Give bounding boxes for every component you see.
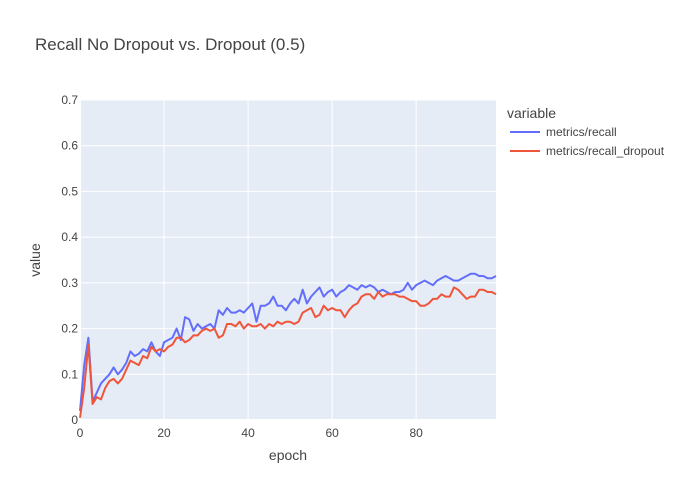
y-tick-label: 0.3 [61, 276, 78, 290]
series-group [79, 272, 497, 418]
chart-title: Recall No Dropout vs. Dropout (0.5) [35, 35, 305, 54]
series-line-metrics-recall-dropout[interactable] [79, 286, 497, 418]
y-axis-title: value [27, 243, 43, 277]
x-axis-title: epoch [269, 447, 307, 463]
y-tick-label: 0.1 [61, 367, 78, 381]
legend-label: metrics/recall [546, 125, 617, 139]
y-tick-label: 0.7 [61, 93, 78, 107]
y-tick-label: 0.2 [61, 322, 78, 336]
legend[interactable]: variable metrics/recall metrics/recall_dr… [507, 105, 665, 158]
y-tick-label: 0.4 [61, 230, 78, 244]
y-axis-ticks: 0 0.1 0.2 0.3 0.4 0.5 0.6 0.7 [61, 93, 78, 427]
x-axis-ticks: 0 20 40 60 80 [77, 426, 423, 440]
plot-area [80, 100, 496, 420]
x-tick-label: 0 [77, 426, 84, 440]
legend-label: metrics/recall_dropout [546, 144, 665, 158]
x-tick-label: 20 [157, 426, 171, 440]
x-tick-label: 80 [409, 426, 423, 440]
legend-item[interactable]: metrics/recall_dropout [510, 144, 665, 158]
y-tick-label: 0.6 [61, 139, 78, 153]
series-line-metrics-recall[interactable] [79, 272, 497, 411]
y-tick-label: 0 [71, 413, 78, 427]
grid-lines [79, 99, 496, 421]
legend-item[interactable]: metrics/recall [510, 125, 617, 139]
x-tick-label: 40 [241, 426, 255, 440]
legend-title: variable [507, 105, 556, 121]
x-tick-label: 60 [325, 426, 339, 440]
y-tick-label: 0.5 [61, 184, 78, 198]
